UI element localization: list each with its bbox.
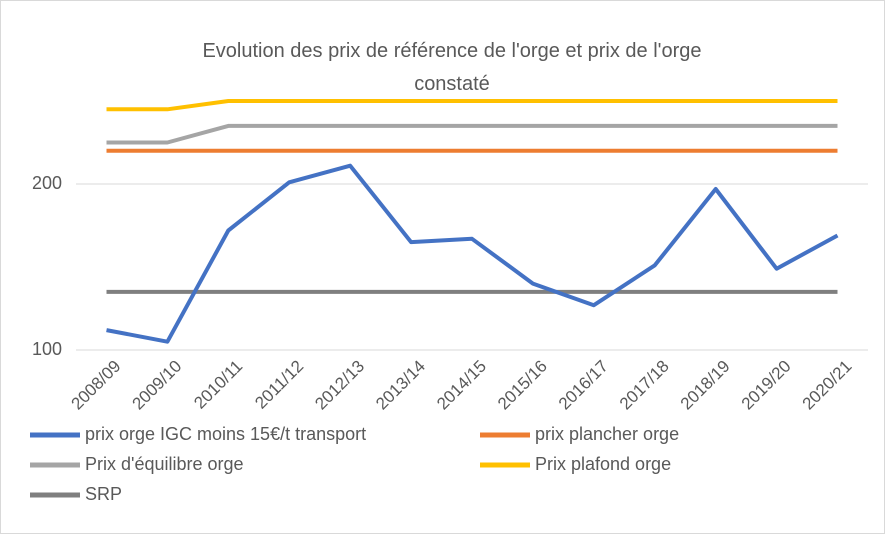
series-line	[106, 123, 838, 145]
legend-label: prix plancher orge	[535, 424, 679, 444]
legend-label: Prix plafond orge	[535, 454, 671, 474]
legend-label: SRP	[85, 484, 122, 504]
legend-label: prix orge IGC moins 15€/t transport	[85, 424, 366, 444]
title-line: constaté	[414, 73, 490, 95]
chart-title: Evolution des prix de référence de l'org…	[202, 40, 701, 95]
y-tick-label: 100	[32, 339, 62, 359]
y-tick-label: 200	[32, 173, 62, 193]
series-line	[106, 163, 839, 344]
title-line: Evolution des prix de référence de l'org…	[202, 40, 701, 62]
legend-label: Prix d'équilibre orge	[85, 454, 244, 474]
series-line	[106, 99, 838, 112]
